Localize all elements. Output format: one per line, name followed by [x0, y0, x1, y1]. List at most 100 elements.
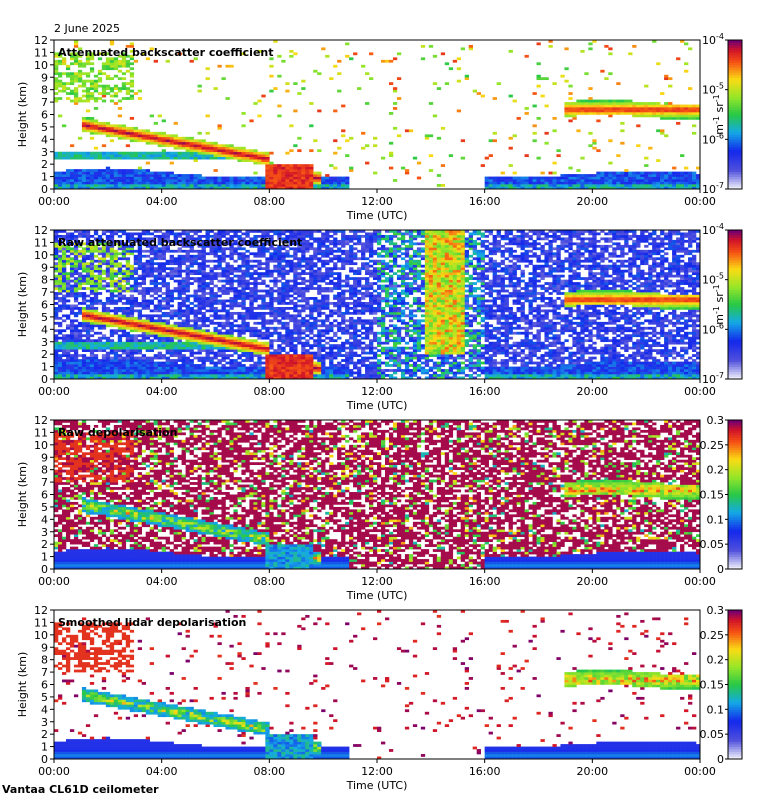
heatmap-cell	[129, 369, 135, 372]
heatmap-cell	[636, 114, 641, 118]
heatmap-cell	[157, 181, 162, 185]
heatmap-cell	[644, 109, 649, 113]
heatmap-cell	[237, 329, 242, 333]
heatmap-cell	[241, 314, 246, 318]
heatmap-cell	[396, 52, 402, 56]
heatmap-cell	[285, 82, 290, 85]
heatmap-cell	[57, 239, 63, 243]
heatmap-cell	[101, 319, 107, 323]
heatmap-cell	[157, 374, 162, 377]
heatmap-cell	[221, 306, 226, 310]
heatmap-cell	[217, 249, 222, 253]
heatmap-cell	[137, 376, 143, 380]
heatmap-cell	[249, 230, 254, 233]
heatmap-cell	[169, 294, 174, 298]
heatmap-cell	[81, 339, 87, 343]
heatmap-cell	[568, 166, 573, 170]
heatmap-cell	[161, 249, 166, 253]
heatmap-cell	[125, 257, 131, 261]
heatmap-cell	[245, 344, 250, 348]
heatmap-cell	[153, 376, 158, 380]
heatmap-cell	[265, 351, 270, 355]
heatmap-cell	[113, 249, 119, 253]
heatmap-cell	[277, 171, 282, 175]
heatmap-cell	[277, 287, 282, 290]
heatmap-cell	[672, 104, 677, 108]
heatmap-cell	[141, 179, 147, 182]
heatmap-cell	[205, 264, 210, 268]
heatmap-cell	[185, 309, 190, 313]
heatmap-cell	[65, 181, 71, 185]
heatmap-cell	[169, 341, 174, 345]
heatmap-cell	[117, 354, 123, 357]
heatmap-cell	[616, 99, 621, 103]
heatmap-cell	[169, 254, 174, 258]
heatmap-cell	[273, 314, 278, 318]
heatmap-cell	[213, 149, 218, 153]
heatmap-cell	[460, 156, 466, 160]
heatmap-cell	[161, 151, 166, 155]
heatmap-cell	[93, 146, 99, 150]
heatmap-cell	[209, 279, 214, 283]
heatmap-cell	[93, 319, 99, 323]
heatmap-cell	[197, 252, 202, 256]
heatmap-cell	[285, 334, 290, 338]
heatmap-cell	[241, 351, 246, 355]
heatmap-cell	[65, 262, 71, 266]
heatmap-cell	[121, 249, 127, 253]
heatmap-cell	[129, 72, 135, 76]
heatmap-cell	[57, 366, 63, 370]
heatmap-cell	[185, 366, 190, 370]
heatmap-cell	[584, 107, 589, 110]
heatmap-cell	[97, 371, 103, 375]
heatmap-cell	[141, 169, 147, 172]
heatmap-cell	[616, 174, 621, 177]
heatmap-cell	[177, 349, 182, 352]
heatmap-cell	[253, 366, 258, 370]
heatmap-cell	[233, 364, 238, 367]
heatmap-cell	[93, 129, 99, 133]
heatmap-cell	[185, 324, 190, 328]
heatmap-cell	[157, 294, 162, 298]
heatmap-cell	[692, 112, 697, 115]
heatmap-cell	[101, 304, 107, 308]
heatmap-cell	[588, 174, 593, 177]
heatmap-cell	[229, 334, 234, 338]
heatmap-cell	[93, 274, 99, 278]
heatmap-cell	[249, 181, 254, 185]
heatmap-cell	[113, 274, 119, 278]
heatmap-cell	[105, 316, 111, 320]
heatmap-cell	[149, 289, 154, 293]
heatmap-cell	[89, 179, 95, 182]
heatmap-cell	[664, 102, 669, 105]
heatmap-cell	[257, 314, 262, 318]
heatmap-cell	[181, 262, 186, 266]
heatmap-cell	[257, 259, 262, 263]
heatmap-cell	[153, 179, 158, 182]
heatmap-cell	[65, 292, 71, 295]
heatmap-cell	[57, 72, 63, 76]
heatmap-cell	[81, 274, 87, 278]
heatmap-cell	[165, 336, 170, 340]
heatmap-cell	[257, 252, 262, 256]
heatmap-cell	[213, 326, 218, 330]
heatmap-cell	[93, 306, 99, 310]
heatmap-cell	[217, 351, 222, 355]
heatmap-cell	[277, 336, 282, 340]
heatmap-cell	[205, 374, 210, 377]
heatmap-cell	[185, 369, 190, 372]
heatmap-cell	[261, 369, 266, 372]
heatmap-cell	[125, 299, 131, 303]
heatmap-cell	[572, 184, 577, 187]
heatmap-cell	[93, 89, 99, 93]
heatmap-cell	[101, 361, 107, 365]
heatmap-cell	[241, 277, 246, 280]
heatmap-cell	[125, 144, 131, 148]
heatmap-cell	[117, 257, 123, 261]
heatmap-cell	[600, 69, 605, 73]
heatmap-cell	[189, 259, 194, 263]
heatmap-cell	[269, 299, 274, 303]
heatmap-cell	[197, 289, 202, 293]
heatmap-cell	[620, 107, 625, 110]
heatmap-cell	[209, 331, 214, 335]
